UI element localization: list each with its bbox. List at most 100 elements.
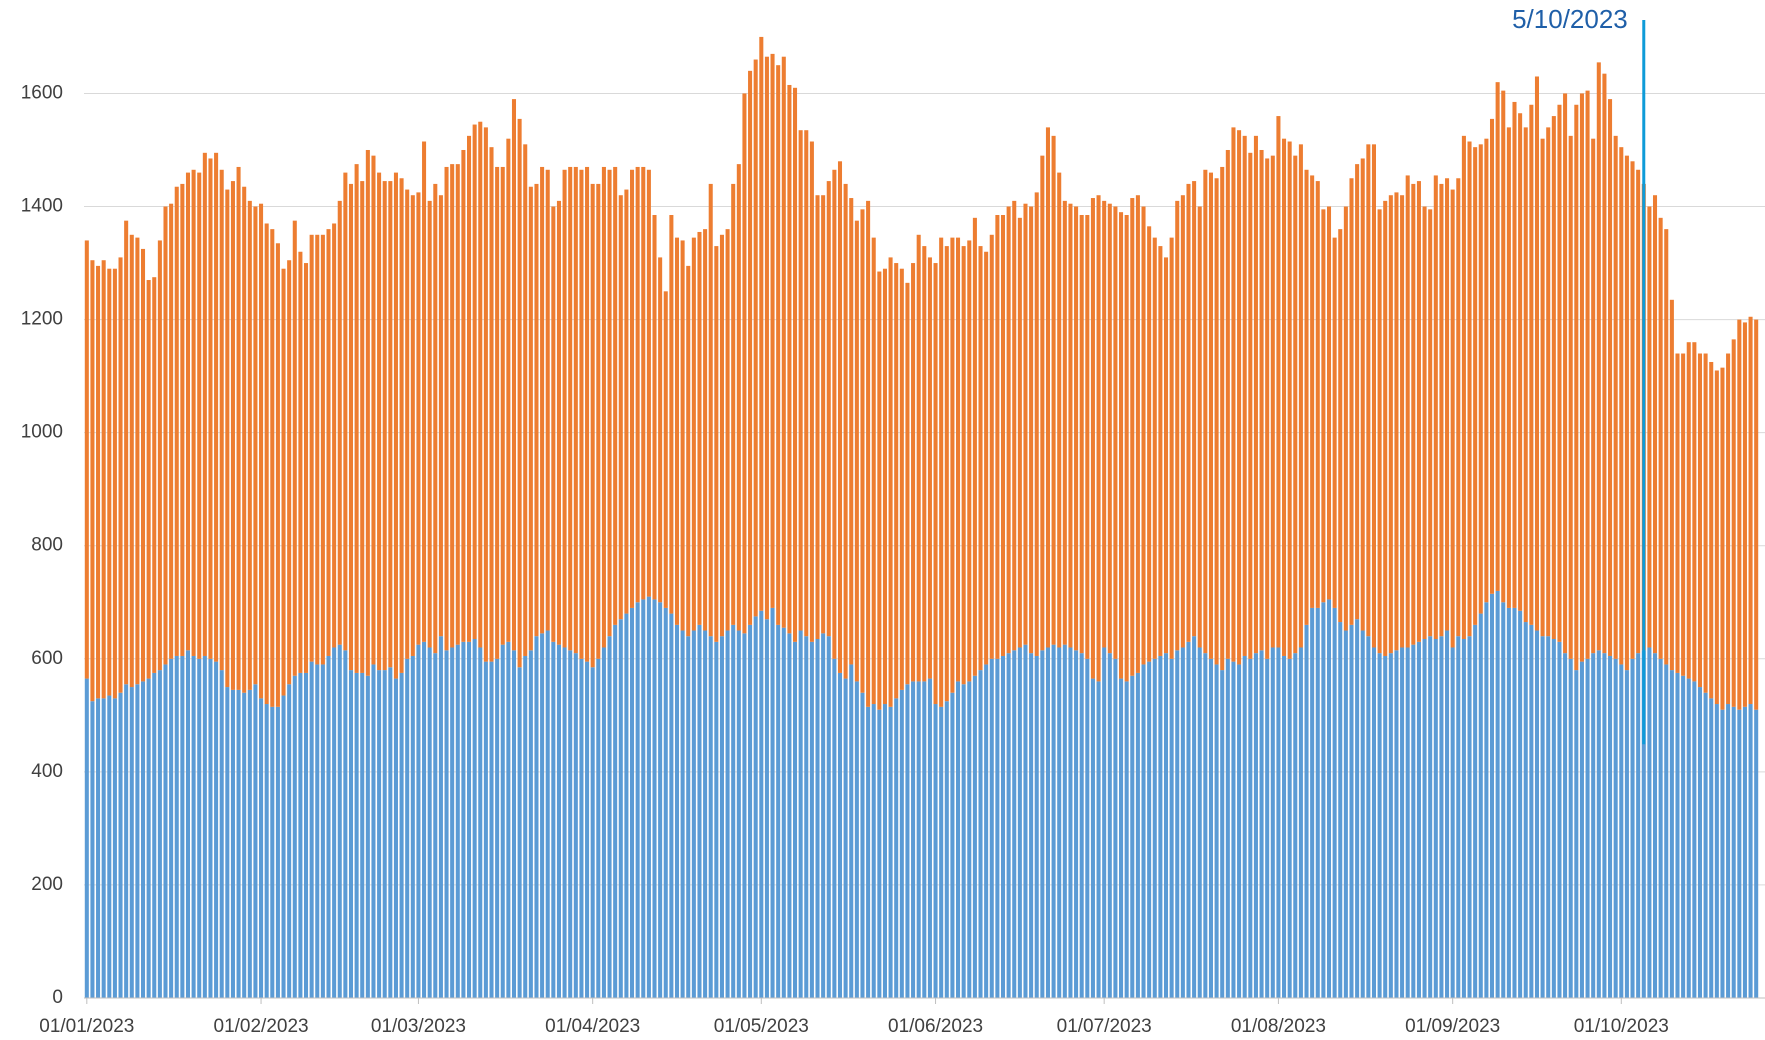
bar-segment: [1180, 647, 1185, 998]
bar-segment: [933, 263, 938, 705]
bar-segment: [1096, 195, 1101, 682]
bar-segment: [1338, 229, 1343, 623]
bar-segment: [562, 169, 567, 648]
bar-segment: [450, 164, 455, 648]
bar-segment: [247, 200, 252, 690]
bar-segment: [719, 636, 724, 998]
bar-segment: [1220, 166, 1225, 671]
bar-segment: [101, 698, 106, 998]
bar-segment: [298, 672, 303, 998]
bar-segment: [1000, 655, 1006, 998]
bar-segment: [236, 166, 241, 690]
bar-segment: [1298, 144, 1303, 648]
bar-segment: [225, 687, 230, 998]
bar-segment: [1163, 257, 1169, 654]
bar-segment: [1664, 229, 1669, 665]
bar-segment: [804, 130, 809, 637]
bar-segment: [1585, 658, 1590, 998]
bar-segment: [1534, 630, 1540, 998]
bar-segment: [984, 251, 989, 665]
bar-segment: [1489, 593, 1495, 998]
bar-segment: [320, 664, 325, 998]
bar-segment: [686, 265, 691, 637]
bar-segment: [528, 650, 533, 998]
bar-segment: [1186, 641, 1191, 998]
bar-segment: [399, 672, 404, 998]
bar-segment: [635, 602, 640, 998]
bar-segment: [467, 641, 472, 998]
bar-segment: [388, 181, 393, 668]
bar-segment: [1608, 99, 1613, 656]
bar-segment: [1276, 116, 1281, 648]
bar-segment: [1237, 664, 1242, 998]
bar-segment: [1737, 319, 1742, 710]
bar-segment: [1186, 183, 1191, 642]
bar-segment: [933, 704, 938, 998]
bar-segment: [382, 181, 387, 671]
bar-segment: [348, 183, 354, 671]
bar-segment: [197, 172, 202, 659]
bar-segment: [927, 257, 932, 679]
bar-segment: [1461, 135, 1466, 640]
bar-segment: [1282, 655, 1287, 998]
bar-segment: [1422, 639, 1427, 998]
bar-segment: [894, 698, 899, 998]
bar-segment: [630, 169, 635, 608]
bar-segment: [1163, 653, 1169, 998]
bar-segment: [680, 240, 685, 631]
bar-segment: [1489, 118, 1495, 594]
bar-segment: [899, 268, 904, 690]
x-tick-label: 01/05/2023: [714, 1016, 809, 1037]
bar-segment: [517, 118, 522, 668]
bar-segment: [1686, 342, 1691, 679]
bar-segment: [1568, 658, 1573, 998]
bar-segment: [1253, 653, 1258, 998]
bar-segment: [180, 183, 185, 656]
bar-segment: [191, 655, 196, 998]
bar-segment: [112, 698, 117, 998]
bar-segment: [787, 84, 792, 634]
bar-segment: [719, 234, 724, 637]
bar-segment: [152, 277, 157, 673]
bar-segment: [1265, 158, 1270, 659]
bar-segment: [1596, 62, 1601, 651]
bar-segment: [1287, 658, 1292, 998]
bar-segment: [1023, 644, 1028, 998]
bar-segment: [922, 246, 927, 682]
bar-segment: [1085, 658, 1090, 998]
bar-segment: [1203, 169, 1208, 654]
y-tick-label: 200: [31, 874, 63, 895]
bar-segment: [843, 678, 848, 998]
bar-segment: [972, 675, 977, 998]
bar-segment: [84, 240, 89, 679]
bar-segment: [264, 704, 269, 998]
y-tick-label: 600: [31, 648, 63, 669]
bar-segment: [135, 684, 140, 998]
bar-segment: [1017, 647, 1022, 998]
bar-segment: [882, 704, 887, 998]
bar-segment: [1591, 138, 1596, 654]
bar-segment: [118, 257, 123, 693]
bar-segment: [1574, 104, 1579, 671]
bar-segment: [1585, 90, 1590, 659]
bar-segment: [388, 667, 393, 998]
bar-segment: [1355, 619, 1360, 998]
bar-segment: [112, 268, 117, 699]
bar-segment: [1495, 590, 1500, 998]
bar-segment: [1754, 709, 1759, 998]
bar-segment: [1197, 206, 1202, 648]
x-tick-label: 01/04/2023: [545, 1016, 640, 1037]
bar-segment: [540, 633, 545, 998]
bar-segment: [96, 698, 101, 998]
bar-segment: [416, 644, 421, 998]
bar-segment: [995, 658, 1000, 998]
bar-segment: [1658, 658, 1663, 998]
bar-segment: [377, 670, 382, 998]
bar-segment: [185, 650, 191, 998]
bar-segment: [1664, 664, 1669, 998]
bar-segment: [573, 166, 578, 654]
bar-segment: [528, 186, 533, 651]
bar-segment: [146, 280, 151, 679]
